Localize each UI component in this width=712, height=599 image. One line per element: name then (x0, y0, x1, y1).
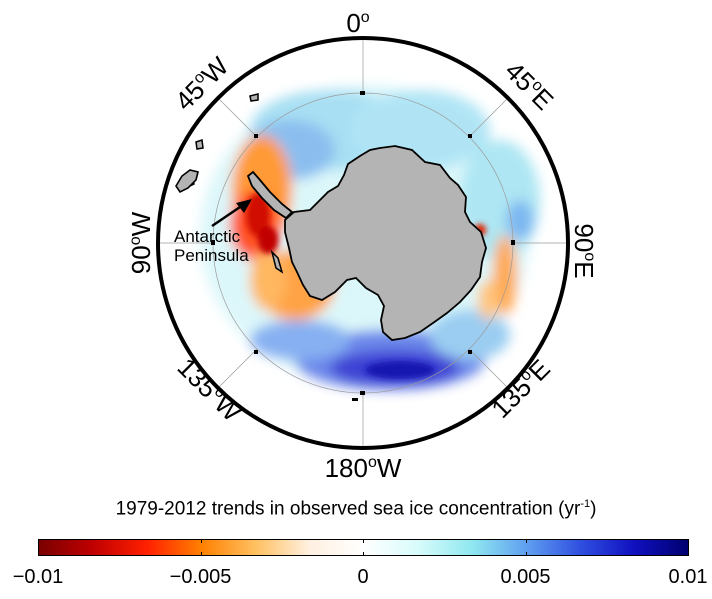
south-america-tip (175, 169, 199, 194)
colorbar-tick-bottom (200, 552, 202, 556)
label-0: 0o (346, 8, 369, 38)
annotation-line-2: Peninsula (174, 246, 249, 265)
label-90e: 90oE (569, 223, 599, 278)
antarctic-peninsula (246, 170, 294, 220)
peninsula-annotation: Antarctic Peninsula (174, 199, 252, 265)
colorbar-tick-top (200, 539, 202, 543)
colorbar-tick-top (525, 539, 527, 543)
antarctica-landmass (284, 145, 487, 341)
colorbar-tick-label: −0.005 (169, 566, 232, 588)
meridian-grid-lines (158, 38, 568, 448)
colorbar-tick-bottom (38, 552, 39, 556)
colorbar-tick-label: 0.005 (500, 566, 551, 588)
colorbar-tick-bottom (363, 552, 364, 556)
colorbar-title: 1979-2012 trends in observed sea ice con… (115, 498, 597, 520)
colorbar-tick-label: 0 (357, 566, 369, 588)
label-180w: 180oW (325, 453, 402, 483)
annotation-line-1: Antarctic (174, 227, 241, 246)
map-frame (156, 36, 570, 450)
label-90w: 90oW (126, 211, 156, 274)
colorbar-tick-label: 0.01 (668, 566, 708, 588)
antarctic-polar-map: 0o 45oE 90oE 135oE 180oW 135oW 90oW 45oW… (126, 8, 599, 483)
colorbar-tick-bottom (688, 552, 689, 556)
colorbar-tick-bottom (525, 552, 527, 556)
colorbar-tick-top (38, 539, 39, 543)
colorbar-tick-top (363, 539, 364, 543)
colorbar-tick-top (688, 539, 689, 543)
frame-ticks (211, 91, 515, 401)
colorbar-tick-label: −0.01 (12, 566, 64, 588)
